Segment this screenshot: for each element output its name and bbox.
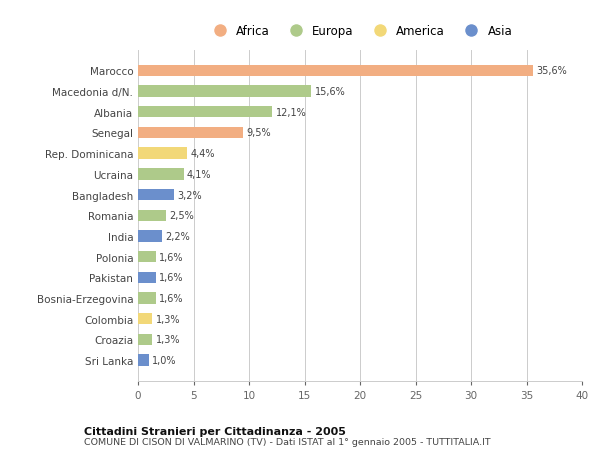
- Bar: [138, 148, 187, 159]
- Text: 1,0%: 1,0%: [152, 355, 177, 365]
- Text: 4,1%: 4,1%: [187, 169, 211, 179]
- Text: 1,6%: 1,6%: [159, 252, 184, 262]
- Text: 1,3%: 1,3%: [156, 314, 180, 324]
- Bar: [138, 334, 152, 345]
- Text: 1,6%: 1,6%: [159, 293, 184, 303]
- Legend: Africa, Europa, America, Asia: Africa, Europa, America, Asia: [203, 20, 517, 42]
- Bar: [138, 169, 184, 180]
- Bar: [138, 86, 311, 97]
- Text: 35,6%: 35,6%: [536, 66, 567, 76]
- Text: 1,3%: 1,3%: [156, 335, 180, 345]
- Bar: [138, 293, 156, 304]
- Text: Cittadini Stranieri per Cittadinanza - 2005: Cittadini Stranieri per Cittadinanza - 2…: [84, 426, 346, 436]
- Bar: [138, 272, 156, 283]
- Bar: [138, 190, 173, 201]
- Bar: [138, 252, 156, 263]
- Bar: [138, 313, 152, 325]
- Bar: [138, 231, 163, 242]
- Bar: [138, 128, 244, 139]
- Text: 2,2%: 2,2%: [166, 231, 191, 241]
- Bar: [138, 210, 166, 221]
- Bar: [138, 107, 272, 118]
- Text: 9,5%: 9,5%: [247, 128, 271, 138]
- Text: 15,6%: 15,6%: [314, 87, 345, 97]
- Text: 2,5%: 2,5%: [169, 211, 194, 221]
- Text: 4,4%: 4,4%: [190, 149, 215, 159]
- Text: COMUNE DI CISON DI VALMARINO (TV) - Dati ISTAT al 1° gennaio 2005 - TUTTITALIA.I: COMUNE DI CISON DI VALMARINO (TV) - Dati…: [84, 437, 491, 446]
- Text: 1,6%: 1,6%: [159, 273, 184, 283]
- Text: 12,1%: 12,1%: [275, 107, 307, 118]
- Bar: [138, 66, 533, 77]
- Bar: [138, 355, 149, 366]
- Text: 3,2%: 3,2%: [177, 190, 202, 200]
